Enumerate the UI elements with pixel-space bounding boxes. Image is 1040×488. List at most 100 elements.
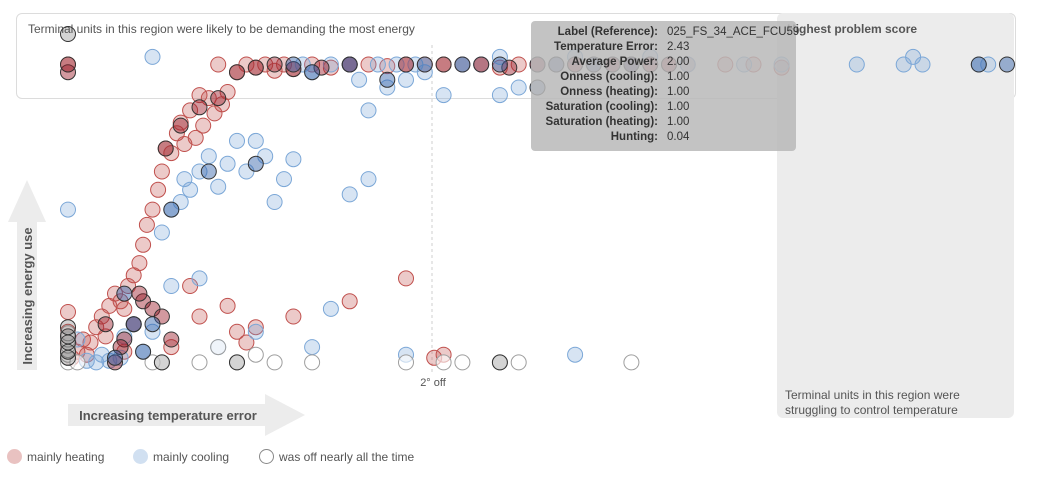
data-point-heating[interactable] [182, 102, 199, 119]
data-point-cooling[interactable] [247, 132, 264, 149]
data-point-off-highlight[interactable] [229, 354, 245, 371]
data-point-off[interactable] [510, 354, 527, 371]
data-point-off[interactable] [398, 354, 414, 371]
data-point-cooling-highlight[interactable] [999, 56, 1015, 73]
data-point-cooling[interactable] [388, 56, 405, 73]
data-point-heating-highlight[interactable] [398, 56, 414, 73]
data-point-heating-highlight[interactable] [172, 117, 189, 134]
data-point-cooling[interactable] [182, 181, 199, 198]
data-point-cooling[interactable] [510, 79, 527, 96]
data-point-cooling-highlight[interactable] [970, 56, 987, 73]
data-point-cooling-highlight[interactable] [144, 316, 161, 333]
data-point-cooling-highlight[interactable] [491, 56, 508, 73]
data-point-cooling[interactable] [351, 71, 368, 88]
data-point-heating[interactable] [60, 304, 76, 320]
data-point-heating[interactable] [510, 56, 527, 73]
data-point-heating[interactable] [341, 293, 358, 310]
data-point-cooling[interactable] [153, 224, 170, 241]
data-point-cooling[interactable] [980, 56, 997, 73]
data-point-cooling[interactable] [229, 132, 245, 149]
data-point-cooling[interactable] [369, 56, 386, 73]
data-point-cooling[interactable] [914, 56, 931, 73]
data-point-heating[interactable] [219, 297, 236, 314]
data-point-cooling[interactable] [435, 87, 452, 104]
data-point-heating[interactable] [285, 308, 302, 325]
data-point-cooling[interactable] [285, 151, 302, 168]
data-point-heating-highlight[interactable] [210, 90, 227, 107]
data-point-heating-highlight[interactable] [266, 56, 283, 73]
data-point-heating-highlight[interactable] [107, 354, 123, 371]
data-point-cooling[interactable] [266, 194, 283, 210]
data-point-heating-highlight[interactable] [116, 331, 133, 348]
data-point-heating[interactable] [191, 308, 208, 325]
data-point-heating[interactable] [150, 181, 167, 198]
data-point-heating[interactable] [229, 323, 245, 340]
data-point-cooling[interactable] [247, 323, 264, 340]
data-point-heating-highlight[interactable] [60, 56, 76, 73]
data-point-heating[interactable] [191, 87, 208, 104]
data-point-cooling-highlight[interactable] [135, 343, 152, 360]
data-point-off-highlight[interactable] [60, 328, 76, 345]
data-point-cooling-highlight[interactable] [304, 64, 321, 81]
data-point-cooling[interactable] [210, 178, 227, 195]
data-point-cooling[interactable] [60, 201, 76, 218]
data-point-cooling[interactable] [200, 148, 217, 165]
data-point-cooling-highlight[interactable] [285, 56, 302, 73]
data-point-heating[interactable] [257, 56, 274, 73]
data-point-cooling[interactable] [360, 102, 377, 119]
data-point-heating[interactable] [112, 293, 129, 310]
data-point-off[interactable] [435, 354, 452, 371]
data-point-cooling[interactable] [163, 278, 180, 294]
data-point-cooling[interactable] [848, 56, 865, 73]
data-point-heating[interactable] [210, 56, 227, 73]
data-point-cooling[interactable] [219, 155, 236, 172]
data-point-heating-highlight[interactable] [191, 99, 208, 116]
data-point-off[interactable] [247, 346, 264, 363]
data-point-heating[interactable] [144, 201, 161, 218]
data-point-heating-highlight[interactable] [501, 59, 518, 76]
data-point-cooling[interactable] [491, 87, 508, 104]
data-point-off-highlight[interactable] [60, 319, 76, 336]
data-point-cooling[interactable] [191, 163, 208, 180]
data-point-off[interactable] [69, 354, 86, 371]
data-point-heating-highlight[interactable] [97, 316, 114, 333]
data-point-cooling-highlight[interactable] [125, 316, 142, 333]
data-point-cooling[interactable] [322, 56, 339, 73]
data-point-cooling-highlight[interactable] [200, 163, 217, 180]
data-point-off[interactable] [266, 354, 283, 371]
data-point-off[interactable] [304, 354, 321, 371]
data-point-heating-highlight[interactable] [313, 59, 330, 76]
data-point-cooling[interactable] [341, 186, 358, 203]
data-point-cooling-highlight[interactable] [341, 56, 358, 73]
data-point-heating[interactable] [266, 62, 283, 79]
data-point-heating[interactable] [187, 129, 204, 146]
data-point-cooling[interactable] [360, 171, 377, 188]
data-point-heating-highlight[interactable] [435, 56, 452, 73]
data-point-cooling[interactable] [322, 300, 339, 317]
data-point-heating[interactable] [238, 334, 255, 351]
data-point-heating[interactable] [219, 84, 236, 100]
data-point-heating[interactable] [138, 216, 155, 233]
data-point-heating[interactable] [360, 56, 377, 73]
data-point-heating[interactable] [116, 300, 133, 317]
data-point-cooling-highlight[interactable] [416, 56, 433, 73]
data-point-heating-highlight[interactable] [131, 285, 148, 302]
data-point-cooling[interactable] [191, 270, 208, 287]
data-point-cooling-highlight[interactable] [163, 201, 180, 218]
data-point-heating[interactable] [153, 163, 170, 180]
data-point-off-highlight[interactable] [60, 26, 76, 42]
data-point-heating-highlight[interactable] [163, 331, 180, 348]
data-point-cooling-highlight[interactable] [107, 349, 123, 366]
data-point-off-highlight[interactable] [491, 354, 508, 371]
data-point-cooling[interactable] [567, 346, 584, 363]
data-point-heating[interactable] [276, 56, 292, 73]
data-point-off[interactable] [210, 339, 227, 356]
data-point-off[interactable] [623, 354, 640, 371]
data-point-heating[interactable] [195, 117, 212, 134]
data-point-heating[interactable] [247, 319, 264, 336]
data-point-heating[interactable] [135, 236, 152, 253]
data-point-off-highlight[interactable] [153, 354, 170, 371]
data-point-heating-highlight[interactable] [247, 59, 264, 76]
data-point-heating-highlight[interactable] [473, 56, 490, 73]
data-point-off[interactable] [454, 354, 471, 371]
